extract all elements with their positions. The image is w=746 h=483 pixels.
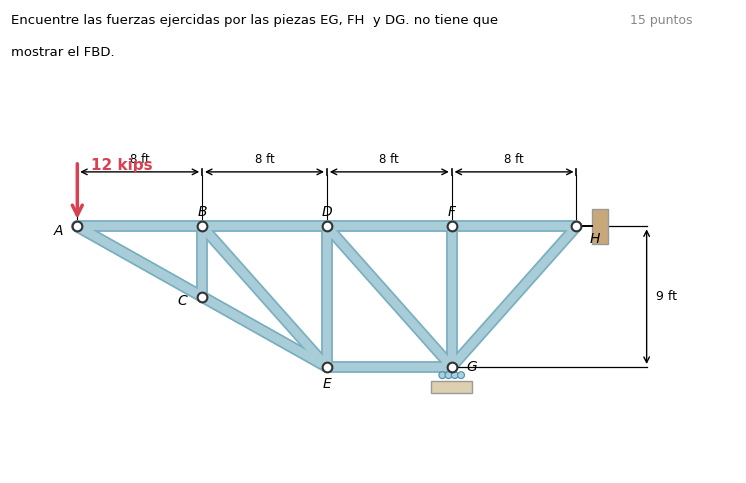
Text: A: A	[54, 224, 63, 238]
Text: 15 puntos: 15 puntos	[630, 14, 693, 28]
Circle shape	[451, 372, 458, 379]
Text: B: B	[198, 205, 207, 219]
Text: C: C	[177, 294, 186, 308]
Text: 8 ft: 8 ft	[130, 153, 150, 166]
Text: 8 ft: 8 ft	[504, 153, 524, 166]
FancyBboxPatch shape	[431, 381, 472, 393]
Text: 12 kips: 12 kips	[91, 158, 153, 173]
Text: Encuentre las fuerzas ejercidas por las piezas EG, FH  y DG. no tiene que: Encuentre las fuerzas ejercidas por las …	[11, 14, 498, 28]
Text: mostrar el FBD.: mostrar el FBD.	[11, 46, 115, 59]
Text: 9 ft: 9 ft	[656, 290, 677, 303]
Text: F: F	[448, 205, 456, 219]
Text: 8 ft: 8 ft	[254, 153, 275, 166]
Circle shape	[457, 372, 465, 379]
Text: E: E	[322, 377, 331, 391]
Circle shape	[439, 372, 446, 379]
Text: G: G	[466, 360, 477, 374]
FancyBboxPatch shape	[592, 209, 608, 243]
Text: H: H	[590, 232, 601, 246]
Circle shape	[445, 372, 452, 379]
Text: 8 ft: 8 ft	[380, 153, 399, 166]
Text: D: D	[322, 205, 332, 219]
